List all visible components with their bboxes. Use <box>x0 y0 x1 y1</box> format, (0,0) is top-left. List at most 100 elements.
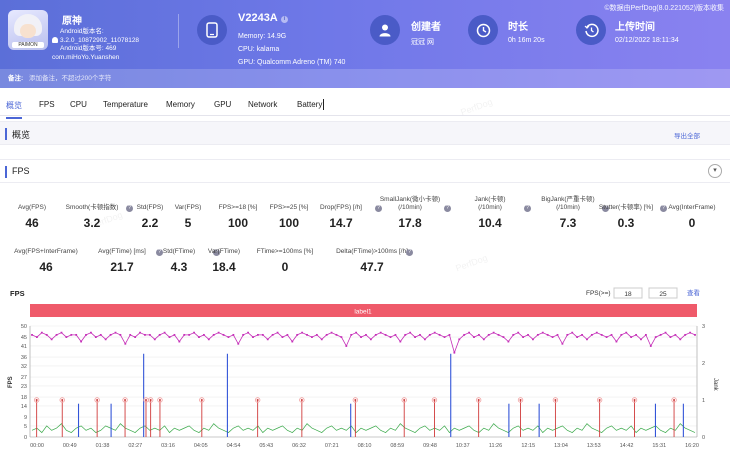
help-icon[interactable]: ? <box>602 205 609 212</box>
fps-point <box>423 338 426 341</box>
fps-point <box>664 331 667 334</box>
fps-series-line <box>31 332 696 354</box>
tab-memory[interactable]: Memory <box>166 100 195 109</box>
fps-point <box>109 333 112 336</box>
fps-point <box>458 338 461 341</box>
jank-dot <box>477 399 480 401</box>
fps-point <box>227 336 230 338</box>
phone-icon <box>197 15 227 45</box>
fps-point <box>541 331 544 334</box>
help-icon[interactable]: ? <box>660 205 667 212</box>
fps-point <box>654 336 657 338</box>
y-tick-left: 9 <box>24 415 27 421</box>
threshold-input-2 <box>648 287 678 299</box>
query-button[interactable]: 查看 <box>687 288 701 297</box>
fps-point <box>694 333 696 336</box>
stat-row1-5: FPS>=25 [%] 100 <box>244 204 334 230</box>
fps-point <box>620 333 623 336</box>
fps-point <box>296 333 299 336</box>
fps-point <box>551 336 554 338</box>
x-tick: 07:21 <box>325 443 339 449</box>
fps-point <box>60 331 63 334</box>
y-tick-right: 3 <box>702 324 705 330</box>
help-icon[interactable]: ? <box>444 205 451 212</box>
x-tick: 04:05 <box>194 443 208 449</box>
x-tick: 08:59 <box>390 443 404 449</box>
fps-point <box>497 333 500 336</box>
stat-value: 100 <box>278 216 300 230</box>
fps-point <box>684 333 687 336</box>
stat-label: FTime>=100ms [%] <box>256 248 314 255</box>
jank-marker <box>157 397 163 403</box>
fps-point <box>85 333 87 336</box>
y-tick-right: 2 <box>702 361 705 367</box>
fps-point <box>546 333 549 336</box>
fps-point <box>443 336 446 338</box>
fps-point <box>276 331 279 334</box>
fps-point <box>55 333 58 336</box>
fps-point <box>679 338 682 341</box>
y-tick-left: 32 <box>21 364 27 370</box>
help-icon[interactable]: ? <box>156 249 163 256</box>
fps-point <box>345 345 348 347</box>
jank-marker <box>517 397 524 403</box>
fps-point <box>512 333 515 336</box>
fps-point <box>183 333 186 336</box>
fps-point <box>448 333 451 336</box>
stat-label: Var(FTime) <box>207 248 241 255</box>
fps-title: FPS <box>12 166 30 176</box>
tab-battery[interactable]: Battery <box>297 100 323 109</box>
fps-point <box>595 331 598 334</box>
help-icon[interactable]: ? <box>126 205 133 212</box>
fps-point <box>193 331 195 334</box>
stat-value: 0 <box>688 216 696 230</box>
tab-overview[interactable]: 概览 <box>6 101 22 119</box>
jank-dot <box>300 399 303 401</box>
fps-point <box>306 333 308 336</box>
jank-marker <box>431 397 438 403</box>
fps-point <box>202 333 205 336</box>
info-icon[interactable]: i <box>280 16 288 23</box>
help-icon[interactable]: ? <box>524 205 531 212</box>
help-icon[interactable]: ? <box>406 249 413 256</box>
fps-point <box>188 333 191 336</box>
fps-point <box>247 331 249 334</box>
fps-point <box>119 333 122 336</box>
x-tick: 01:38 <box>96 443 110 449</box>
app-icon: PAIMON <box>8 10 48 50</box>
remark-input[interactable]: 添加备注，不超过200个字符 <box>28 75 112 82</box>
tab-network[interactable]: Network <box>248 100 278 109</box>
y-tick-right: 1 <box>702 398 705 404</box>
help-icon[interactable]: ? <box>375 205 382 212</box>
fps-point <box>615 340 618 343</box>
fps-point <box>635 333 637 336</box>
device-memory: Memory: 14.9G <box>238 33 287 40</box>
export-all-link[interactable]: 导出全部 <box>674 133 700 140</box>
fps-point <box>438 333 441 336</box>
tab-bar: 概览 FPS CPU Temperature Memory GPU Networ… <box>0 94 730 119</box>
remark-bar[interactable]: 备注: 添加备注，不超过200个字符 <box>0 69 730 88</box>
fps-point <box>453 351 456 354</box>
fps-point <box>36 336 38 338</box>
x-tick: 11:26 <box>489 443 502 449</box>
threshold-input-1 <box>613 287 643 299</box>
tab-fps[interactable]: FPS <box>39 100 55 109</box>
tab-temperature[interactable]: Temperature <box>103 100 148 109</box>
help-icon[interactable]: ? <box>213 249 220 256</box>
fps-point <box>502 336 505 338</box>
fps-point <box>590 333 593 336</box>
tab-cpu[interactable]: CPU <box>70 100 87 109</box>
fps-point <box>261 333 264 336</box>
stat-label-unit: (/10min) <box>556 204 580 211</box>
fps-point <box>266 338 269 341</box>
jank-dot <box>124 399 127 401</box>
chevron-down-icon[interactable]: ▾ <box>708 164 722 178</box>
jank-dot <box>554 399 557 401</box>
clock-icon <box>468 15 498 45</box>
fps-point <box>674 333 677 336</box>
fps-point <box>640 338 642 341</box>
ftime-series-line <box>31 423 696 434</box>
tab-gpu[interactable]: GPU <box>214 100 232 109</box>
fps-point <box>492 331 495 334</box>
overview-section-header: 概览 导出全部 <box>0 121 730 145</box>
